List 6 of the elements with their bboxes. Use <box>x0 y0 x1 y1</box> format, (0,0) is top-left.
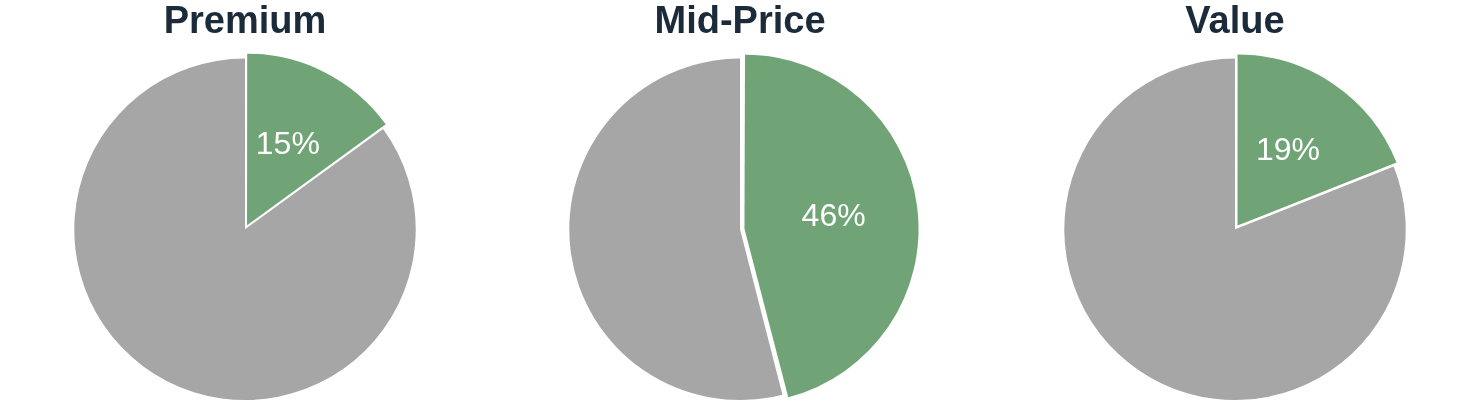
chart-title: Premium <box>163 0 327 42</box>
data-label: 19% <box>1256 131 1321 168</box>
data-label: 46% <box>801 197 866 234</box>
chart-title: Value <box>1185 0 1285 42</box>
chart-title: Mid-Price <box>654 0 826 42</box>
data-label: 15% <box>255 125 320 162</box>
